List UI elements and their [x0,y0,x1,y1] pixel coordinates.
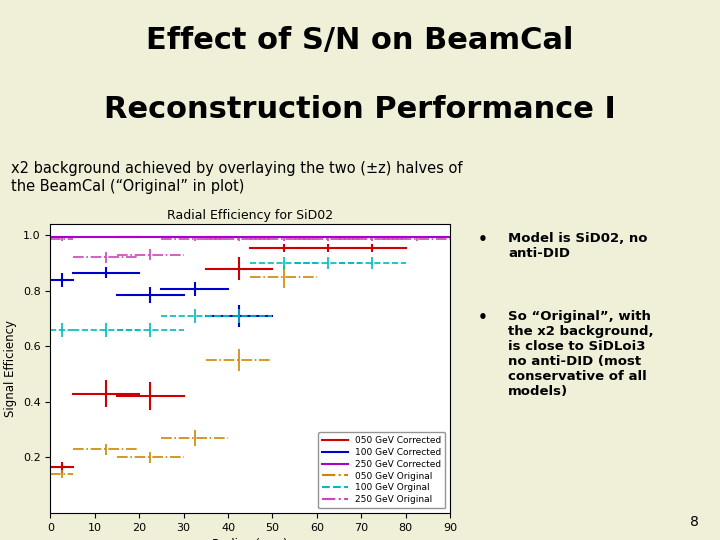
Text: 8: 8 [690,515,698,529]
X-axis label: Radius (mm): Radius (mm) [212,538,288,540]
Text: x2 background achieved by overlaying the two (±z) halves of
the BeamCal (“Origin: x2 background achieved by overlaying the… [11,161,462,193]
Text: •: • [477,310,487,325]
Y-axis label: Signal Efficiency: Signal Efficiency [4,320,17,417]
Text: Reconstruction Performance I: Reconstruction Performance I [104,95,616,124]
Legend: 050 GeV Corrected, 100 GeV Corrected, 250 GeV Corrected, 050 GeV Original, 100 G: 050 GeV Corrected, 100 GeV Corrected, 25… [318,432,446,509]
Text: •: • [477,232,487,247]
Text: So “Original”, with
the x2 background,
is close to SiDLoi3
no anti-DID (most
con: So “Original”, with the x2 background, i… [508,310,654,398]
Text: Effect of S/N on BeamCal: Effect of S/N on BeamCal [146,26,574,55]
Text: Model is SiD02, no
anti-DID: Model is SiD02, no anti-DID [508,232,648,260]
Title: Radial Efficiency for SiD02: Radial Efficiency for SiD02 [167,208,333,221]
